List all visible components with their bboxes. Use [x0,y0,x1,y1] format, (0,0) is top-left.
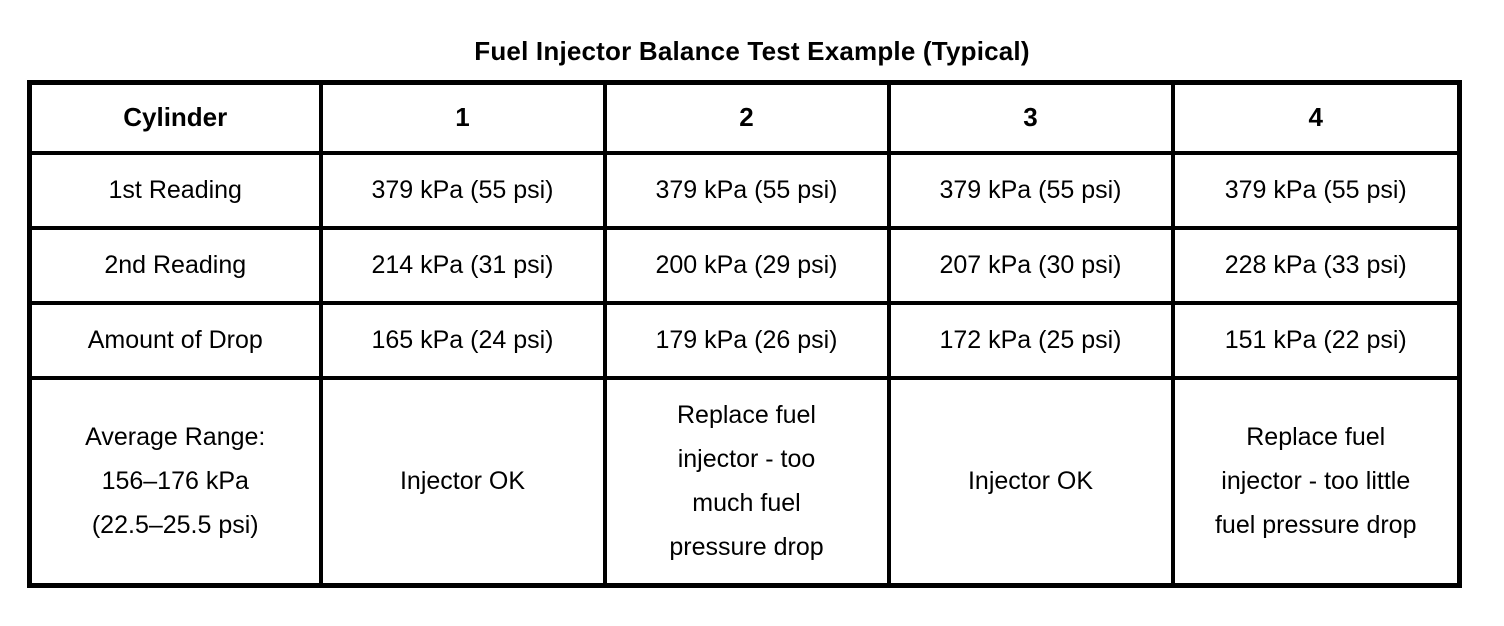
cell-drop-cyl1: 165 kPa (24 psi) [318,300,607,380]
cell-drop-cyl3: 172 kPa (25 psi) [886,300,1175,380]
cell-drop-cyl4: 151 kPa (22 psi) [1170,300,1462,380]
header-cell-cylinder-1: 1 [318,80,607,155]
fuel-injector-balance-table: Cylinder 1 2 3 4 1st Reading 379 kPa (55… [27,80,1462,588]
cell-second-reading-cyl3: 207 kPa (30 psi) [886,225,1175,305]
row-label-second-reading: 2nd Reading [27,225,323,305]
cell-verdict-cyl3: Injector OK [886,375,1175,588]
header-cell-cylinder-4: 4 [1170,80,1462,155]
row-label-average-range: Average Range: 156–176 kPa (22.5–25.5 ps… [27,375,323,588]
table-row-amount-of-drop: Amount of Drop 165 kPa (24 psi) 179 kPa … [27,300,1462,380]
header-cell-cylinder-3: 3 [886,80,1175,155]
cell-verdict-cyl4: Replace fuel injector - too little fuel … [1170,375,1462,588]
page-title: Fuel Injector Balance Test Example (Typi… [474,36,1030,66]
table-row-average-range-verdict: Average Range: 156–176 kPa (22.5–25.5 ps… [27,375,1462,588]
header-cell-cylinder-2: 2 [602,80,891,155]
cell-first-reading-cyl1: 379 kPa (55 psi) [318,150,607,230]
cell-drop-cyl2: 179 kPa (26 psi) [602,300,891,380]
header-row: Cylinder 1 2 3 4 [27,80,1462,155]
table-row-second-reading: 2nd Reading 214 kPa (31 psi) 200 kPa (29… [27,225,1462,305]
cell-verdict-cyl2: Replace fuel injector - too much fuel pr… [602,375,891,588]
cell-first-reading-cyl3: 379 kPa (55 psi) [886,150,1175,230]
cell-verdict-cyl1: Injector OK [318,375,607,588]
table-row-first-reading: 1st Reading 379 kPa (55 psi) 379 kPa (55… [27,150,1462,230]
cell-second-reading-cyl2: 200 kPa (29 psi) [602,225,891,305]
row-label-amount-of-drop: Amount of Drop [27,300,323,380]
cell-first-reading-cyl2: 379 kPa (55 psi) [602,150,891,230]
cell-second-reading-cyl4: 228 kPa (33 psi) [1170,225,1462,305]
cell-first-reading-cyl4: 379 kPa (55 psi) [1170,150,1462,230]
header-cell-cylinder: Cylinder [27,80,323,155]
cell-second-reading-cyl1: 214 kPa (31 psi) [318,225,607,305]
row-label-first-reading: 1st Reading [27,150,323,230]
